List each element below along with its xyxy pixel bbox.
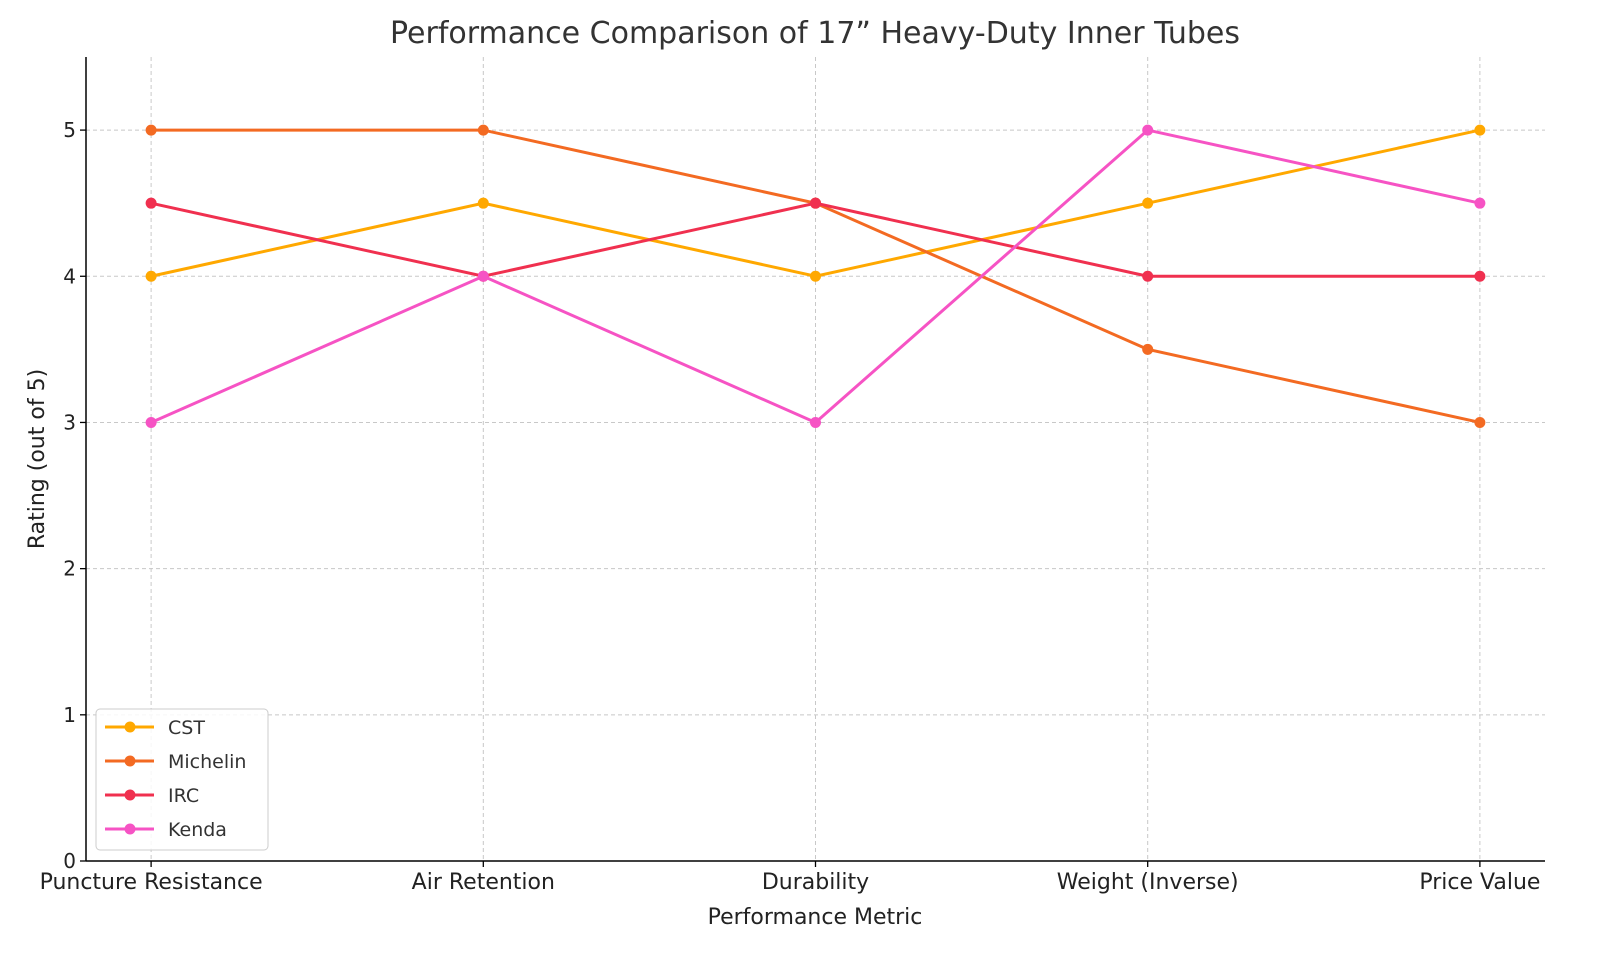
legend-marker-cst bbox=[124, 721, 136, 733]
data-point-irc bbox=[145, 197, 157, 209]
data-point-kenda bbox=[145, 416, 157, 428]
data-point-michelin bbox=[477, 124, 489, 136]
data-point-cst bbox=[477, 197, 489, 209]
x-axis-label: Performance Metric bbox=[708, 905, 923, 930]
data-point-irc bbox=[1474, 270, 1486, 282]
y-tick-label: 1 bbox=[63, 703, 76, 727]
data-point-michelin bbox=[145, 124, 157, 136]
x-tick-label: Durability bbox=[762, 870, 869, 895]
legend-box bbox=[95, 708, 269, 851]
data-point-kenda bbox=[1474, 197, 1486, 209]
data-point-michelin bbox=[1474, 416, 1486, 428]
data-point-kenda bbox=[810, 416, 821, 428]
x-tick-label: Price Value bbox=[1419, 870, 1540, 895]
x-tick-label: Air Retention bbox=[412, 870, 555, 895]
data-point-michelin bbox=[1142, 343, 1154, 355]
legend: CST Michelin IRC Kenda bbox=[95, 708, 269, 851]
y-tick-label: 0 bbox=[63, 849, 76, 873]
data-point-cst bbox=[1142, 197, 1154, 209]
chart-title: Performance Comparison of 17” Heavy-Duty… bbox=[390, 16, 1240, 51]
axes: 0 1 2 3 4 5 Puncture Resistance Air Retention Du… bbox=[40, 57, 1545, 895]
data-point-cst bbox=[145, 270, 157, 282]
data-point-cst bbox=[1474, 124, 1486, 136]
y-axis-label: Rating (out of 5) bbox=[25, 369, 50, 549]
legend-label: IRC bbox=[168, 785, 199, 807]
legend-marker-michelin bbox=[124, 755, 136, 767]
series-group bbox=[145, 124, 1486, 428]
y-tick-label: 2 bbox=[63, 557, 76, 581]
y-tick-label: 5 bbox=[63, 118, 76, 142]
data-point-irc bbox=[1142, 270, 1154, 282]
legend-label: Kenda bbox=[168, 819, 227, 841]
data-point-cst bbox=[810, 270, 821, 282]
legend-label: Michelin bbox=[168, 751, 246, 773]
x-tick-label: Puncture Resistance bbox=[40, 870, 263, 895]
data-point-kenda bbox=[1142, 124, 1154, 136]
data-point-irc bbox=[810, 197, 821, 209]
y-tick-label: 3 bbox=[63, 410, 76, 434]
legend-marker-kenda bbox=[124, 823, 136, 835]
grid bbox=[86, 57, 1545, 862]
data-point-kenda bbox=[477, 270, 489, 282]
x-tick-label: Weight (Inverse) bbox=[1057, 870, 1239, 895]
y-tick-label: 4 bbox=[63, 264, 76, 288]
legend-marker-irc bbox=[124, 789, 136, 801]
legend-label: CST bbox=[168, 717, 205, 739]
